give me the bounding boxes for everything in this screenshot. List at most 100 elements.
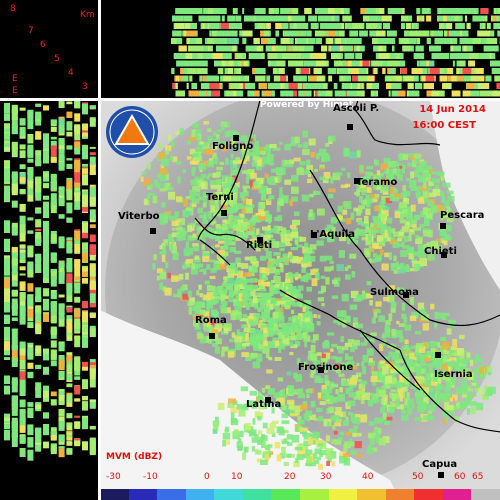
cross-section-cell	[82, 320, 88, 325]
cross-section-cell	[171, 68, 175, 74]
cross-section-cell	[66, 111, 73, 118]
cross-section-cell	[425, 75, 435, 82]
cross-section-cell	[11, 148, 18, 158]
cross-section-cell	[66, 364, 73, 372]
cross-section-cell	[456, 68, 460, 74]
cross-section-cell	[11, 104, 18, 114]
cross-section-cell	[58, 162, 65, 169]
cross-section-cell	[209, 15, 221, 22]
cross-section-cell	[19, 166, 26, 170]
cross-section-cell	[74, 165, 81, 176]
cross-section-cell	[19, 293, 26, 302]
cross-section-cell	[255, 75, 266, 82]
cross-section-cell	[35, 404, 42, 410]
cross-section-cell	[207, 38, 215, 44]
cross-section-cell	[50, 391, 57, 397]
cross-section-cell	[241, 75, 249, 82]
height-tick-6: 6	[40, 40, 46, 50]
cross-section-cell	[4, 143, 10, 148]
cross-section-cell	[50, 271, 57, 277]
cross-section-cell	[461, 30, 469, 37]
cross-section-cell	[261, 38, 268, 44]
cross-section-cell	[4, 146, 10, 151]
cross-section-cell	[66, 422, 73, 426]
cross-section-cell	[395, 75, 401, 82]
cross-section-cell	[89, 170, 96, 175]
cross-section-cell	[326, 90, 333, 97]
cross-section-cell	[82, 379, 88, 390]
legend-color-step	[157, 489, 187, 500]
cross-section-cell	[426, 15, 432, 22]
city-label-capua: Capua	[422, 459, 458, 470]
cross-section-cell	[27, 109, 34, 119]
cross-section-cell	[483, 45, 489, 52]
cross-section-cell	[498, 83, 500, 89]
cross-section-cell	[291, 15, 299, 22]
cross-section-cell	[402, 45, 413, 52]
cross-section-cell	[280, 90, 292, 97]
legend-title: MVM (dBZ)	[106, 452, 163, 462]
cross-section-cell	[50, 233, 57, 242]
cross-section-cell	[480, 23, 484, 29]
cross-section-cell	[74, 172, 81, 183]
cross-section-cell	[50, 431, 57, 435]
cross-section-cell	[470, 8, 479, 14]
cross-section-cell	[250, 53, 262, 59]
cross-section-cell	[188, 45, 197, 52]
cross-section-cell	[470, 83, 480, 89]
cross-section-cell	[35, 193, 42, 201]
cross-section-cell	[82, 337, 88, 346]
cross-section-cell	[11, 298, 18, 309]
city-marker-latina	[265, 397, 271, 403]
cross-section-cell	[185, 15, 191, 22]
cross-section-cell	[27, 347, 34, 351]
cross-section-cell	[450, 8, 462, 14]
cross-section-cell	[4, 341, 10, 351]
cross-section-cell	[58, 394, 65, 404]
cross-section-cell	[74, 113, 81, 122]
cross-section-cell	[317, 8, 320, 14]
legend-color-step	[414, 489, 444, 500]
cross-section-cell	[50, 444, 57, 455]
cross-section-cell	[384, 75, 389, 82]
cross-section-cell	[410, 45, 414, 52]
cross-section-cell	[238, 75, 245, 82]
cross-section-cell	[347, 60, 352, 67]
cross-section-cell	[386, 83, 391, 89]
legend-colorbar	[100, 489, 500, 500]
cross-section-cell	[206, 8, 214, 14]
cross-section-cell	[484, 45, 494, 52]
cross-section-cell	[43, 196, 49, 199]
cross-section-cell	[27, 153, 34, 157]
cross-section-cell	[401, 23, 406, 29]
cross-section-cell	[256, 45, 262, 52]
cross-section-cell	[66, 217, 73, 223]
cross-section-cell	[341, 75, 346, 82]
cross-section-cell	[82, 418, 88, 430]
cross-section-cell	[66, 279, 73, 291]
cross-section-cell	[217, 38, 228, 44]
cross-section-cell	[227, 68, 234, 74]
cross-section-cell	[227, 45, 233, 52]
cross-section-cell	[378, 53, 390, 59]
cross-section-cell	[328, 8, 337, 14]
cross-section-cell	[304, 90, 309, 97]
cross-section-cell	[35, 131, 42, 140]
cross-section-cell	[19, 348, 26, 356]
cross-section-cell	[66, 373, 73, 381]
cross-section-cell	[429, 45, 435, 52]
cross-section-cell	[4, 314, 10, 324]
cross-section-cell	[58, 153, 65, 157]
city-marker-laquila	[311, 232, 317, 238]
cross-section-cell	[50, 145, 57, 157]
cross-section-cell	[451, 53, 456, 59]
cross-section-cell	[58, 390, 65, 399]
cross-section-cell	[192, 53, 198, 59]
cross-section-cell	[495, 8, 498, 14]
cross-section-cell	[58, 448, 65, 458]
cross-section-cell	[240, 83, 243, 89]
cross-section-cell	[339, 45, 343, 52]
cross-section-cell	[11, 317, 18, 321]
cross-section-cell	[89, 399, 96, 405]
cross-section-cell	[273, 75, 283, 82]
